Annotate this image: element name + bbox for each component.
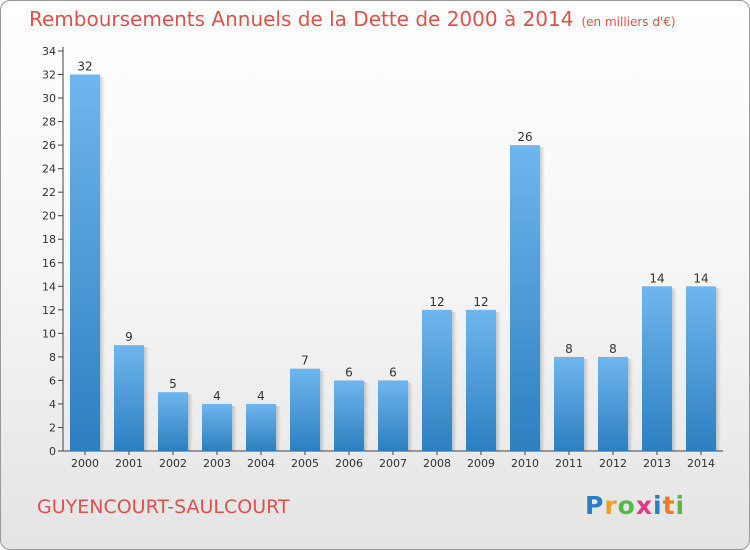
commune-name: GUYENCOURT-SAULCOURT (37, 496, 290, 518)
y-tick-label: 34 (42, 45, 56, 58)
y-tick-label: 30 (42, 92, 56, 105)
data-label: 8 (609, 342, 617, 356)
bar-shadow (232, 405, 237, 451)
y-tick-label: 6 (49, 374, 56, 387)
bar-shadow (188, 394, 193, 451)
bar-2009 (466, 309, 496, 451)
x-tick-label: 2001 (115, 457, 143, 470)
data-label: 7 (301, 354, 309, 368)
bar-2006 (334, 380, 364, 451)
data-label: 12 (473, 295, 488, 309)
data-label: 4 (257, 389, 265, 403)
x-tick-label: 2012 (599, 457, 627, 470)
bar-2004 (246, 403, 276, 451)
y-tick-label: 18 (42, 233, 56, 246)
bar-2007 (378, 380, 408, 451)
chart-subtitle: (en milliers d'€) (581, 15, 676, 29)
y-tick-label: 22 (42, 186, 56, 199)
x-tick-label: 2002 (159, 457, 187, 470)
logo-letter: i (675, 491, 686, 520)
y-tick-label: 32 (42, 69, 56, 82)
bar-shadow (672, 288, 677, 451)
y-tick-label: 14 (42, 280, 56, 293)
logo-letter: x (635, 491, 653, 520)
y-tick-label: 4 (49, 398, 56, 411)
data-label: 6 (345, 365, 353, 379)
bar-2012 (598, 356, 628, 451)
bar-2013 (642, 286, 672, 451)
x-tick-label: 2009 (467, 457, 495, 470)
y-tick-label: 12 (42, 304, 56, 317)
bar-shadow (716, 288, 721, 451)
x-tick-label: 2007 (379, 457, 407, 470)
bar-2001 (114, 345, 144, 451)
bar-shadow (364, 382, 369, 451)
data-label: 12 (429, 295, 444, 309)
bar-2014 (686, 286, 716, 451)
logo-letter: r (604, 491, 618, 520)
y-tick-label: 10 (42, 327, 56, 340)
bar-shadow (320, 370, 325, 451)
bar-2011 (554, 356, 584, 451)
logo-letter: i (653, 491, 663, 520)
bar-2008 (422, 309, 452, 451)
data-label: 8 (565, 342, 573, 356)
bar-2003 (202, 403, 232, 451)
y-tick-label: 2 (49, 421, 56, 434)
y-tick-label: 20 (42, 210, 56, 223)
bar-shadow (144, 347, 149, 451)
chart-title-text: Remboursements Annuels de la Dette de 20… (29, 7, 574, 31)
data-label: 14 (693, 271, 708, 285)
data-label: 26 (517, 130, 532, 144)
bar-shadow (540, 147, 545, 451)
proxiti-logo: Proxiti (585, 491, 685, 520)
bar-2002 (158, 392, 188, 451)
x-tick-label: 2010 (511, 457, 539, 470)
bar-2010 (510, 145, 540, 451)
bar-shadow (584, 358, 589, 451)
x-tick-label: 2004 (247, 457, 275, 470)
x-tick-label: 2014 (687, 457, 715, 470)
data-label: 9 (125, 330, 133, 344)
x-tick-label: 2011 (555, 457, 583, 470)
y-tick-label: 8 (49, 351, 56, 364)
x-tick-label: 2005 (291, 457, 319, 470)
bar-shadow (452, 311, 457, 451)
x-tick-label: 2000 (71, 457, 99, 470)
x-tick-label: 2013 (643, 457, 671, 470)
data-label: 4 (213, 389, 221, 403)
bars (70, 74, 721, 451)
x-tick-label: 2006 (335, 457, 363, 470)
x-tick-label: 2008 (423, 457, 451, 470)
bar-shadow (276, 405, 281, 451)
y-tick-label: 24 (42, 163, 56, 176)
bar-shadow (496, 311, 501, 451)
bar-shadow (408, 382, 413, 451)
data-label: 14 (649, 271, 664, 285)
data-label: 6 (389, 365, 397, 379)
bar-shadow (100, 76, 105, 451)
data-label: 5 (169, 377, 177, 391)
y-tick-label: 16 (42, 257, 56, 270)
chart-title: Remboursements Annuels de la Dette de 20… (29, 7, 676, 31)
x-tick-label: 2003 (203, 457, 231, 470)
y-tick-label: 28 (42, 116, 56, 129)
logo-letter: P (585, 491, 605, 520)
logo-letter: o (617, 491, 636, 520)
x-axis: 2000 2001 2002 2003 2004 2005 2006 2007 2008 2009… (63, 450, 723, 470)
bar-shadow (628, 358, 633, 451)
data-label: 32 (77, 60, 92, 74)
data-labels: 32 9 5 4 4 7 6 6 12 12 26 8 8 14 14 (77, 60, 708, 403)
y-tick-label: 0 (49, 445, 56, 458)
logo-letter: t (662, 491, 676, 520)
bar-2005 (290, 368, 320, 451)
bar-2000 (70, 74, 100, 451)
y-tick-label: 26 (42, 139, 56, 152)
